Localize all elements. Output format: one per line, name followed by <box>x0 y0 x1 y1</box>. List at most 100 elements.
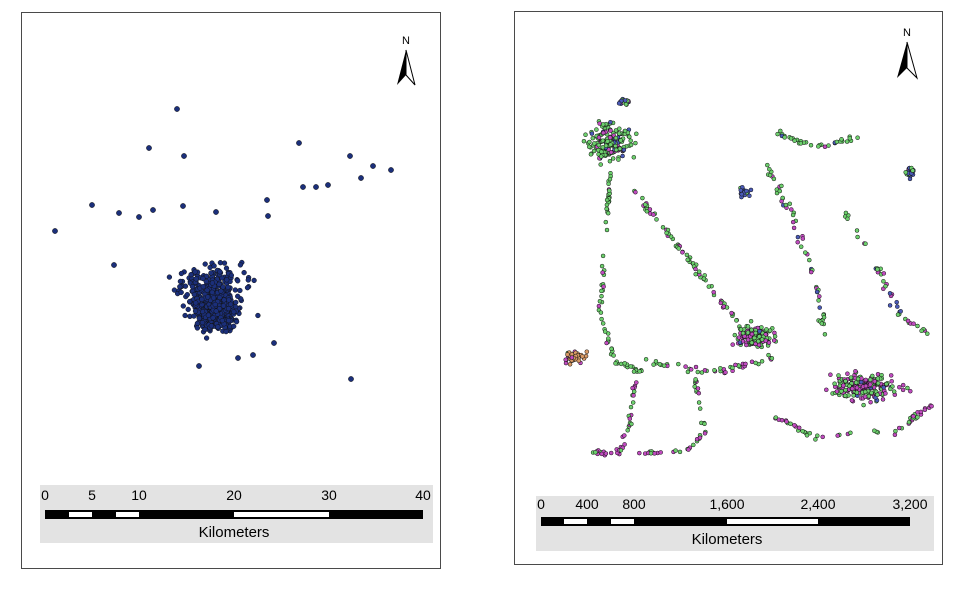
occurrence-point <box>862 394 868 399</box>
scale-tick-label: 0 <box>537 496 545 512</box>
occurrence-point <box>150 207 156 213</box>
occurrence-point <box>739 191 744 197</box>
occurrence-point <box>607 158 613 164</box>
occurrence-point <box>849 398 855 403</box>
occurrence-point <box>589 131 595 136</box>
occurrence-point <box>743 361 748 367</box>
right-map-panel: N 0 400 800 1,600 2,400 3,200 Kilometers <box>514 11 943 565</box>
occurrence-point <box>905 385 910 391</box>
occurrence-point <box>702 368 708 373</box>
occurrence-point <box>235 293 241 299</box>
occurrence-point <box>607 135 613 140</box>
occurrence-point <box>627 416 633 421</box>
right-map-svg: N 0 400 800 1,600 2,400 3,200 Kilometers <box>536 27 934 551</box>
occurrence-point <box>730 342 735 347</box>
occurrence-point <box>347 153 353 159</box>
occurrence-point <box>664 230 669 236</box>
occurrence-point <box>824 387 829 393</box>
occurrence-point <box>792 423 797 428</box>
occurrence-point <box>599 293 604 299</box>
occurrence-point <box>628 142 634 148</box>
scale-tick-label: 10 <box>131 487 147 503</box>
occurrence-point <box>628 364 633 369</box>
occurrence-point <box>181 153 187 159</box>
occurrence-point <box>621 147 627 153</box>
occurrence-point <box>771 176 777 182</box>
occurrence-point <box>224 277 230 283</box>
occurrence-point <box>245 277 251 283</box>
occurrence-point <box>193 300 199 306</box>
occurrence-point <box>692 384 697 389</box>
occurrence-point <box>596 135 602 140</box>
occurrence-point <box>166 274 173 280</box>
occurrence-point <box>759 359 765 364</box>
occurrence-point <box>651 212 656 217</box>
occurrence-point <box>191 291 197 298</box>
occurrence-point <box>180 203 186 209</box>
occurrence-point <box>613 147 619 153</box>
occurrence-point <box>599 316 604 322</box>
occurrence-point <box>814 289 820 295</box>
occurrence-point <box>587 139 592 145</box>
occurrence-point <box>868 377 873 382</box>
occurrence-point <box>895 312 901 317</box>
occurrence-point <box>685 369 691 375</box>
occurrence-point <box>300 184 306 190</box>
occurrence-point <box>685 257 690 263</box>
occurrence-point <box>617 146 623 151</box>
occurrence-point <box>598 154 604 159</box>
occurrence-point <box>629 421 634 427</box>
occurrence-point <box>640 195 645 201</box>
occurrence-point <box>604 340 609 346</box>
occurrence-point <box>191 313 197 319</box>
occurrence-point <box>244 285 251 291</box>
occurrence-point <box>217 269 223 275</box>
occurrence-point <box>182 283 189 289</box>
occurrence-point <box>583 353 589 359</box>
occurrence-point <box>622 442 627 447</box>
occurrence-point <box>855 234 860 240</box>
occurrence-point <box>255 312 261 319</box>
occurrence-point <box>613 135 619 141</box>
occurrence-point <box>600 122 606 127</box>
occurrence-point <box>237 287 243 294</box>
occurrence-point <box>777 188 783 194</box>
occurrence-point <box>618 138 623 143</box>
occurrence-point <box>822 332 828 337</box>
occurrence-point <box>693 266 698 272</box>
occurrence-point <box>819 321 825 326</box>
occurrence-point <box>842 393 848 398</box>
occurrence-point <box>887 303 893 308</box>
occurrence-point <box>910 168 915 173</box>
occurrence-point <box>676 246 681 251</box>
occurrence-point <box>676 361 681 367</box>
occurrence-point <box>189 284 196 290</box>
occurrence-point <box>325 182 331 188</box>
occurrence-point <box>606 181 611 187</box>
occurrence-point <box>608 128 613 133</box>
occurrence-point <box>892 432 898 438</box>
occurrence-point <box>223 265 230 271</box>
occurrence-point <box>766 340 772 345</box>
occurrence-point <box>787 201 793 207</box>
occurrence-point <box>136 214 142 220</box>
occurrence-point <box>631 155 637 160</box>
occurrence-point <box>200 284 206 290</box>
scale-tick-label: 20 <box>226 487 242 503</box>
occurrence-point <box>696 269 702 274</box>
occurrence-point <box>233 299 239 306</box>
occurrence-point <box>634 131 639 137</box>
occurrence-point <box>800 236 806 241</box>
occurrence-point <box>702 421 707 427</box>
occurrence-point <box>861 402 866 408</box>
occurrence-point <box>603 219 609 225</box>
occurrence-point <box>228 272 235 279</box>
occurrence-point <box>599 149 604 154</box>
occurrence-point <box>604 197 610 203</box>
occurrence-point <box>217 260 224 266</box>
occurrence-point <box>174 106 180 112</box>
occurrence-point <box>185 306 191 313</box>
occurrence-point <box>633 189 638 195</box>
occurrence-point <box>779 417 785 423</box>
occurrence-point <box>841 383 846 388</box>
